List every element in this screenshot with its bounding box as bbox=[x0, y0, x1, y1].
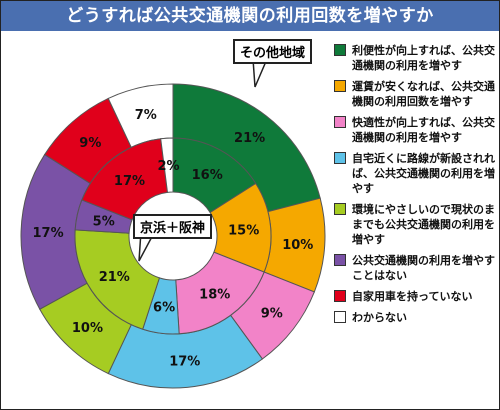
outer-ring-data-label: 21% bbox=[234, 131, 265, 146]
legend-item: 環境にやさしいので現状のままでも公共交通機関の利用を増やす bbox=[334, 202, 498, 247]
donut-chart: 21% 10% 9% 17% 10% 17% 9% 7% 16% 15% 18% 6% 21% 5% 17%… bbox=[20, 58, 326, 389]
legend-label: 運賃が安くなれば、公共交通機関の利用回数を増やす bbox=[352, 80, 495, 108]
inner-ring-data-label: 18% bbox=[199, 287, 230, 302]
legend-item: 自宅近くに路線が新設されれば、公共交通機関の利用を増やす bbox=[334, 151, 498, 196]
legend-swatch bbox=[334, 311, 346, 323]
outer-ring-data-label: 10% bbox=[72, 321, 103, 336]
legend-item: 運賃が安くなれば、公共交通機関の利用回数を増やす bbox=[334, 79, 498, 109]
legend-swatch bbox=[334, 203, 346, 215]
inner-ring-data-label: 16% bbox=[192, 168, 223, 183]
outer-ring-data-label: 17% bbox=[169, 354, 200, 369]
chart-title: どうすれば公共交通機関の利用回数を増やすか bbox=[1, 1, 499, 31]
inner-ring-data-label: 5% bbox=[93, 215, 115, 230]
legend-label: わからない bbox=[352, 311, 407, 324]
inner-ring-data-label: 2% bbox=[158, 159, 180, 174]
legend-item: 公共交通機関の利用を増やすことはない bbox=[334, 253, 498, 283]
legend-swatch bbox=[334, 80, 346, 92]
legend-swatch bbox=[334, 44, 346, 56]
legend: 利便性が向上すれば、公共交通機関の利用を増やす 運賃が安くなれば、公共交通機関の利… bbox=[334, 43, 498, 331]
legend-swatch bbox=[334, 116, 346, 128]
outer-ring-data-label: 17% bbox=[32, 226, 63, 241]
legend-item: 自家用車を持っていない bbox=[334, 289, 498, 304]
inner-ring-data-label: 21% bbox=[99, 270, 130, 285]
callout-outer-ring: その他地域 bbox=[233, 39, 313, 64]
legend-label: 快適性が向上すれば、公共交通機関の利用を増やす bbox=[352, 116, 495, 144]
inner-ring-slice bbox=[74, 229, 161, 330]
legend-swatch bbox=[334, 254, 346, 266]
outer-ring-data-label: 9% bbox=[79, 136, 101, 151]
legend-item: 快適性が向上すれば、公共交通機関の利用を増やす bbox=[334, 115, 498, 145]
inner-ring bbox=[74, 137, 272, 335]
outer-ring-data-label: 7% bbox=[135, 108, 157, 123]
legend-label: 環境にやさしいので現状のままでも公共交通機関の利用を増やす bbox=[352, 203, 495, 246]
outer-ring bbox=[20, 83, 326, 389]
legend-label: 自家用車を持っていない bbox=[352, 290, 473, 303]
inner-ring-data-label: 15% bbox=[228, 223, 259, 238]
legend-swatch bbox=[334, 290, 346, 302]
legend-label: 自宅近くに路線が新設されれば、公共交通機関の利用を増やす bbox=[352, 152, 495, 195]
legend-label: 利便性が向上すれば、公共交通機関の利用を増やす bbox=[352, 44, 495, 72]
outer-ring-data-label: 9% bbox=[261, 307, 283, 322]
slice-labels: 21% 10% 9% 17% 10% 17% 9% 7% 16% 15% 18% 6% 21% 5% 17%… bbox=[32, 108, 313, 369]
callout-inner-ring: 京浜＋阪神 bbox=[133, 214, 213, 239]
legend-item: わからない bbox=[334, 310, 498, 325]
inner-ring-data-label: 6% bbox=[153, 300, 175, 315]
inner-ring-slice bbox=[160, 137, 174, 193]
inner-ring-data-label: 17% bbox=[114, 174, 145, 189]
legend-swatch bbox=[334, 152, 346, 164]
legend-label: 公共交通機関の利用を増やすことはない bbox=[352, 254, 495, 282]
legend-item: 利便性が向上すれば、公共交通機関の利用を増やす bbox=[334, 43, 498, 73]
outer-ring-data-label: 10% bbox=[282, 238, 313, 253]
